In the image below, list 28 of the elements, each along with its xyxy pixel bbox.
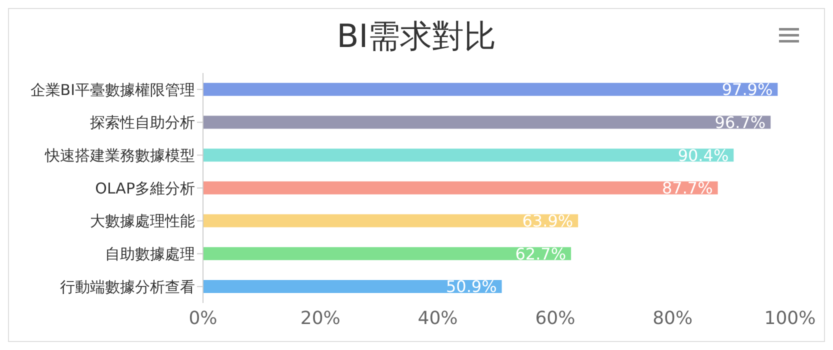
y-tick-label: 大數據處理性能: [90, 212, 195, 230]
x-tick-label: 100%: [764, 308, 816, 329]
y-tick-label: 企業BI平臺數據權限管理: [30, 80, 195, 99]
bar: [203, 82, 778, 96]
bar: [203, 247, 572, 260]
y-tick-label: 自助數據處理: [105, 245, 195, 264]
y-tick-label: OLAP多維分析: [95, 179, 195, 198]
data-label: 97.9%: [722, 80, 773, 100]
y-tick-label: 探索性自助分析: [90, 114, 195, 132]
x-tick-label: 80%: [652, 308, 693, 329]
data-label: 87.7%: [662, 178, 713, 198]
bar: [203, 148, 734, 162]
y-tick-label: 快速搭建業務數據模型: [44, 146, 195, 164]
data-label: 63.9%: [522, 211, 574, 230]
data-label: 50.9%: [446, 277, 497, 296]
x-tick-label: 0%: [188, 308, 218, 329]
bar: [203, 116, 771, 129]
x-tick-label: 40%: [418, 308, 458, 329]
data-label: 90.4%: [678, 146, 729, 165]
chart-title: BI需求對比: [336, 16, 498, 57]
y-tick-label: 行動端數據分析查看: [60, 278, 195, 296]
bar: [203, 214, 578, 228]
bar: [203, 280, 502, 293]
x-tick-label: 20%: [300, 308, 340, 329]
data-label: 62.7%: [515, 244, 566, 264]
data-label: 96.7%: [714, 112, 766, 132]
x-tick-label: 60%: [535, 308, 576, 329]
bar: [203, 181, 718, 194]
